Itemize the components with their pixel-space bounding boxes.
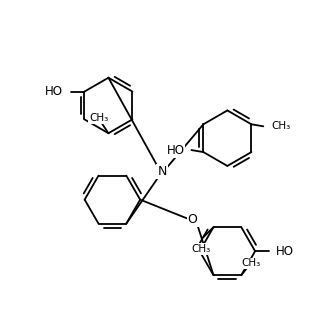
Text: CH₃: CH₃ <box>242 258 261 268</box>
Text: CH₃: CH₃ <box>271 121 290 131</box>
Text: CH₃: CH₃ <box>191 244 210 254</box>
Text: HO: HO <box>45 85 63 98</box>
Text: CH₃: CH₃ <box>89 114 108 123</box>
Text: N: N <box>157 165 167 178</box>
Text: O: O <box>188 213 198 226</box>
Text: HO: HO <box>167 144 185 156</box>
Text: HO: HO <box>276 245 294 258</box>
